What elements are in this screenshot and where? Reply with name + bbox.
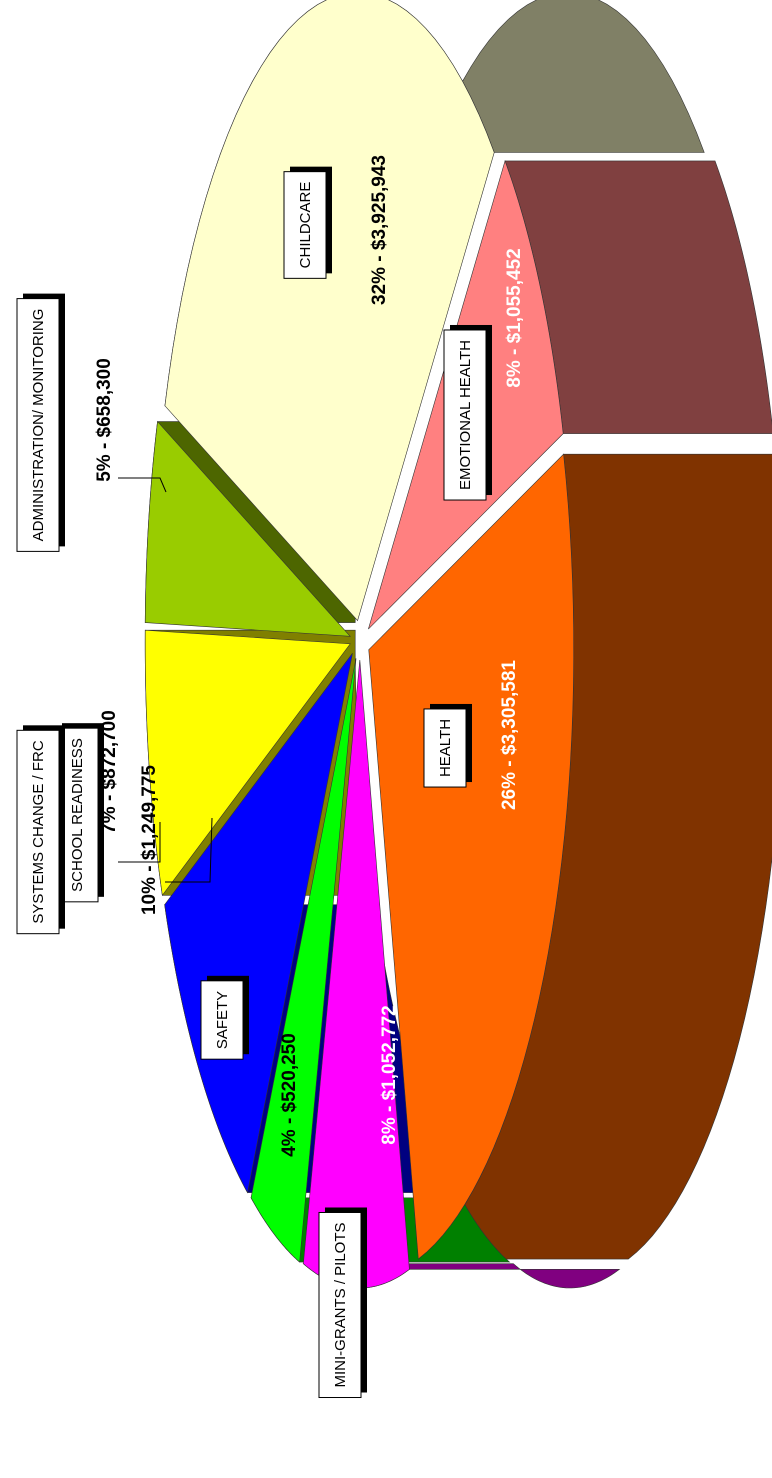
category-label: HEALTH	[423, 703, 472, 788]
category-label: SAFETY	[200, 975, 249, 1060]
value-label: 32% - $3,925,943	[369, 155, 390, 305]
label-box	[16, 298, 60, 552]
label-box	[443, 329, 487, 501]
category-label: CHILDCARE	[283, 166, 332, 279]
slice	[250, 658, 357, 1263]
slice	[144, 629, 351, 897]
category-name: EMOTIONAL HEALTH	[457, 340, 474, 490]
category-name: SCHOOL READINESS	[69, 738, 86, 892]
category-name: SAFETY	[214, 991, 231, 1049]
value-label: 4% - $520,250	[279, 1033, 300, 1157]
category-label: SYSTEMS CHANGE / FRC	[16, 725, 65, 935]
value-label: 10% - $1,249,775	[139, 765, 160, 915]
leader-line	[118, 477, 167, 493]
label-box	[318, 1211, 362, 1399]
category-label: MINI-GRANTS / PILOTS	[318, 1207, 367, 1399]
value-label: 7% - $872,700	[99, 710, 120, 834]
slice	[144, 420, 351, 637]
label-box	[16, 729, 60, 935]
category-name: CHILDCARE	[297, 182, 314, 269]
category-name: ADMINISTRATION/ MONITORING	[30, 309, 47, 542]
value-label: 8% - $1,052,772	[379, 1005, 400, 1144]
leader-line	[118, 822, 161, 863]
label-box	[283, 171, 327, 279]
category-label: EMOTIONAL HEALTH	[443, 324, 492, 501]
leader-lines	[118, 477, 213, 883]
slice	[368, 453, 575, 1260]
leader-line	[165, 817, 213, 883]
label-box	[200, 980, 244, 1060]
slice	[164, 0, 495, 622]
value-label: 8% - $1,055,452	[504, 248, 525, 387]
pie	[144, 0, 772, 1289]
value-label: 26% - $3,305,581	[499, 660, 520, 810]
category-label: ADMINISTRATION/ MONITORING	[16, 293, 65, 552]
category-name: SYSTEMS CHANGE / FRC	[30, 740, 47, 924]
value-label: 5% - $658,300	[94, 358, 115, 482]
category-name: MINI-GRANTS / PILOTS	[332, 1222, 349, 1387]
category-label: SCHOOL READINESS	[55, 723, 104, 903]
category-name: HEALTH	[437, 719, 454, 777]
label-box	[423, 708, 467, 788]
